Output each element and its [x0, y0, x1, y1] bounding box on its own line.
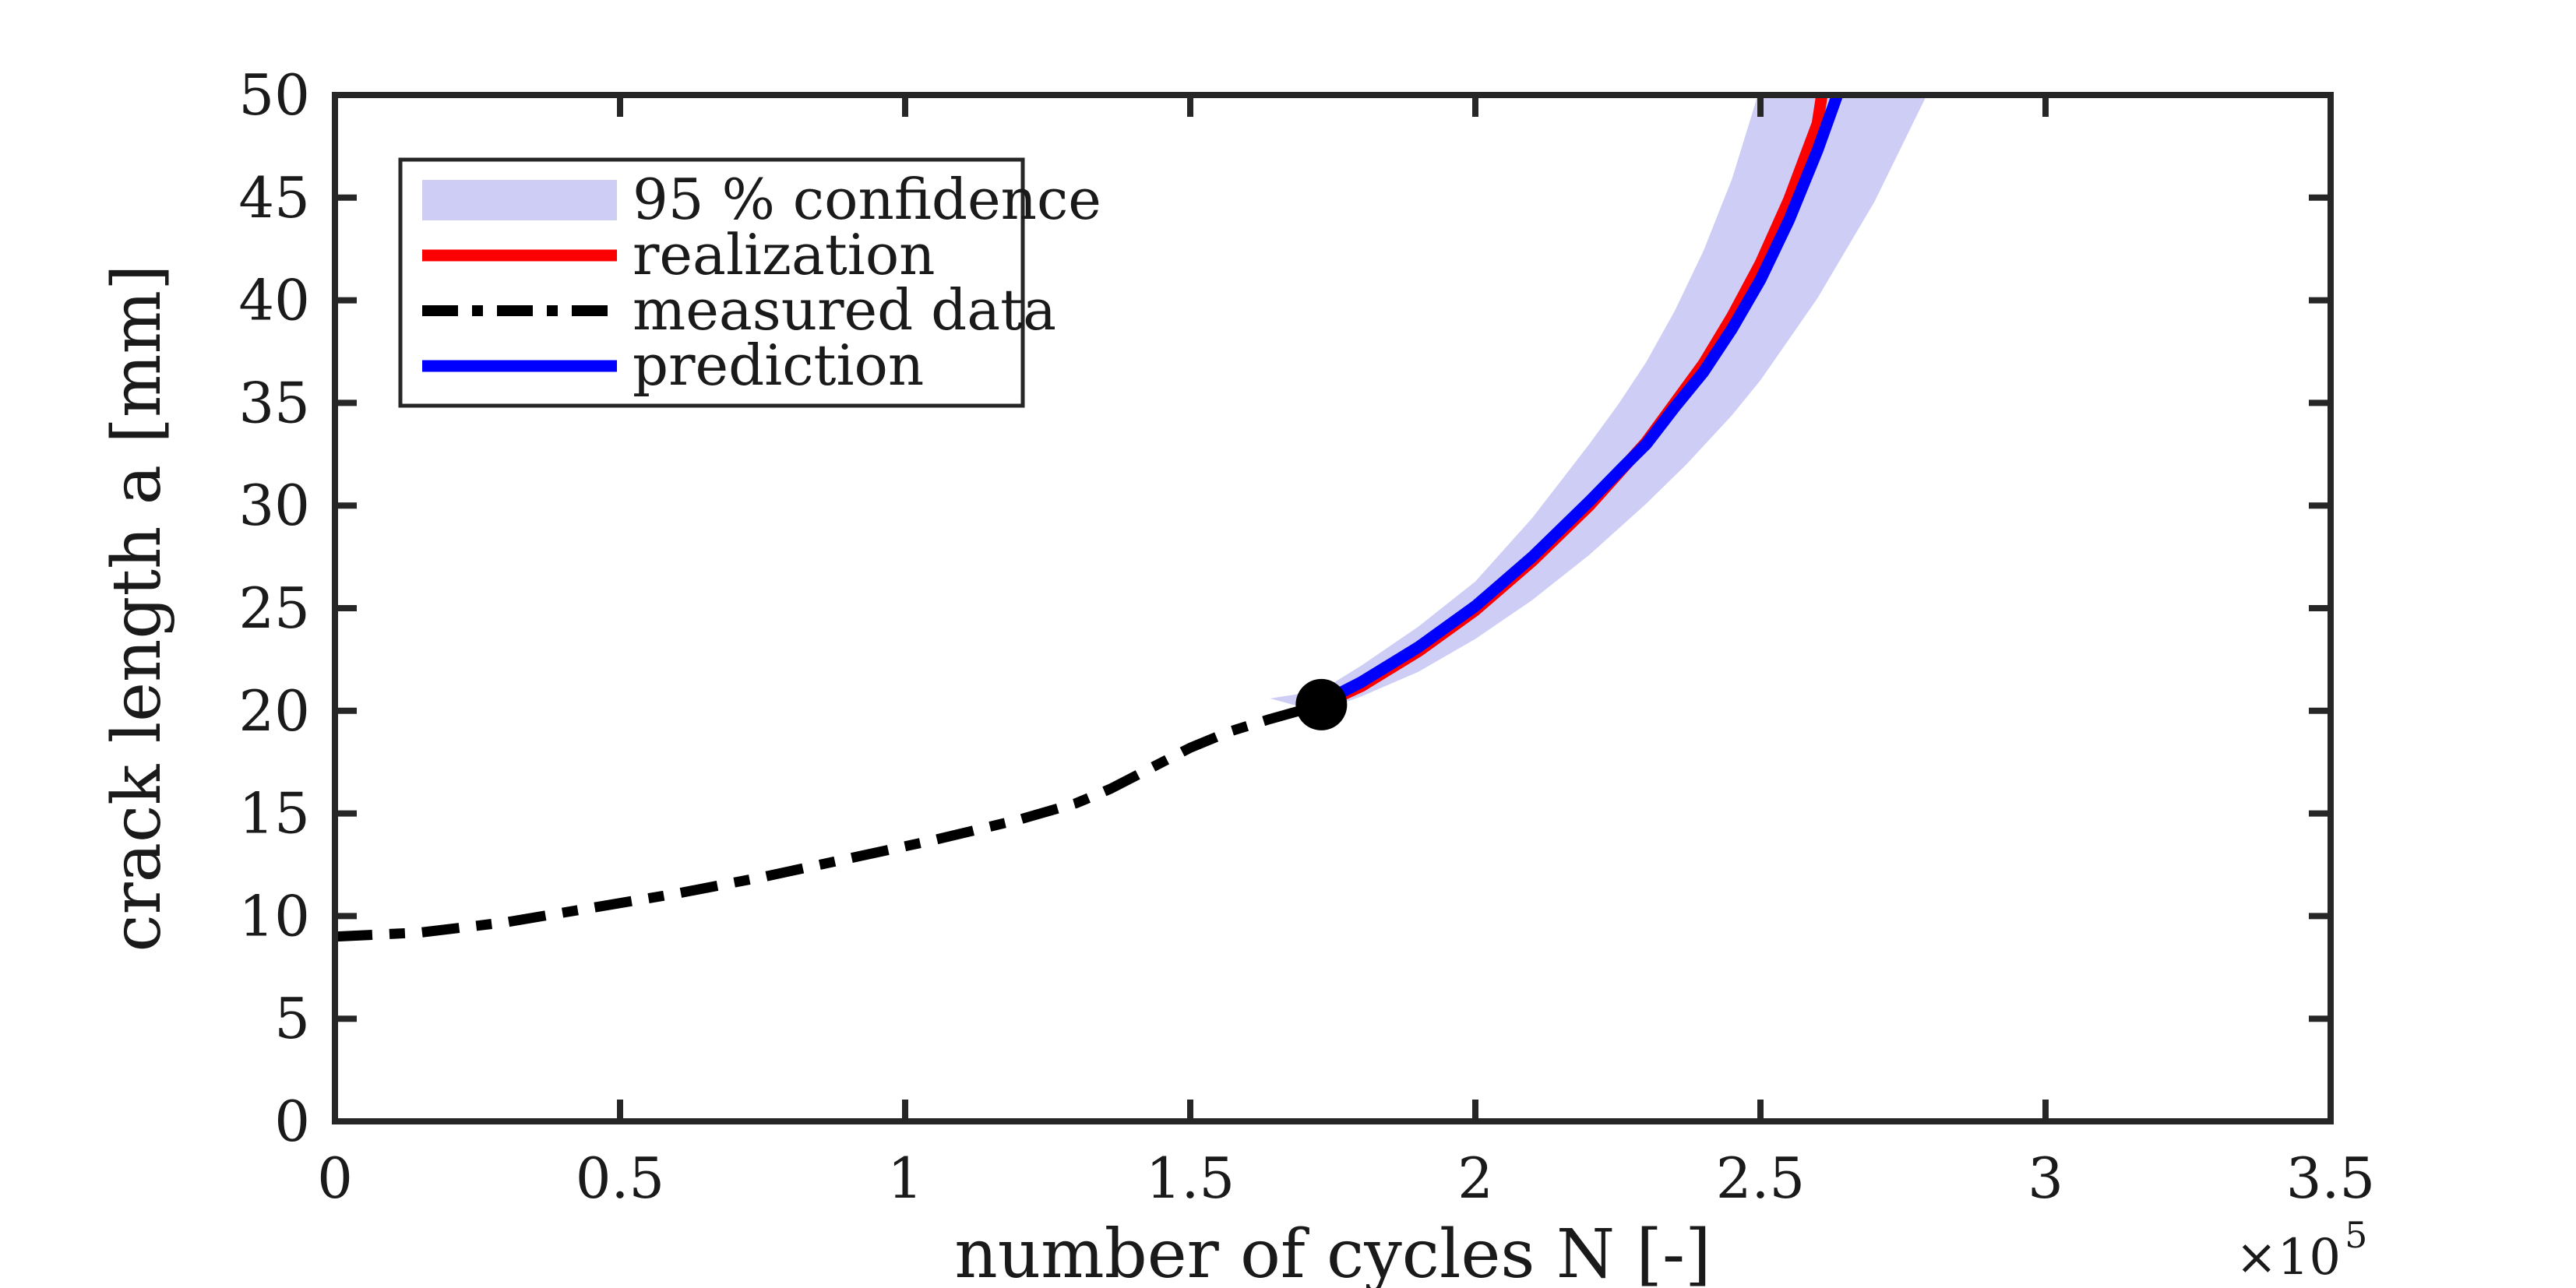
x-axis-multiplier: ×10 5: [2236, 1214, 2367, 1286]
y-tick-label: 50: [238, 62, 310, 128]
x-axis-label: number of cycles N [-]: [954, 1216, 1711, 1288]
multiplier-base: ×10: [2236, 1229, 2341, 1286]
legend-label-confidence: 95 % confidence: [633, 167, 1101, 232]
legend-label-measured: measured data: [633, 277, 1056, 343]
y-tick-label: 10: [238, 883, 310, 948]
y-tick-label: 35: [238, 370, 310, 435]
x-tick-label: 3: [2028, 1145, 2063, 1211]
series-measured-data: [335, 699, 1323, 942]
confidence-band: [1270, 95, 1928, 711]
y-tick-label: 30: [238, 473, 310, 538]
confidence-band-layer: [1270, 95, 1928, 711]
legend-label-prediction: prediction: [633, 333, 924, 398]
tick-marks: [332, 92, 2334, 1124]
legend: 95 % confidence realization measured dat…: [398, 157, 1101, 408]
x-tick-label: 2: [1457, 1145, 1493, 1211]
y-axis-label: crack length a [mm]: [98, 264, 176, 952]
x-tick-label: 0.5: [576, 1145, 665, 1211]
y-tick-label: 20: [238, 678, 310, 744]
series-layer: [335, 95, 1844, 942]
legend-swatch-confidence: [422, 180, 617, 220]
x-tick-label: 2.5: [1716, 1145, 1806, 1211]
y-tick-label: 0: [274, 1089, 310, 1154]
x-tick-label: 3.5: [2286, 1145, 2376, 1211]
marker-layer: [1295, 678, 1348, 730]
y-tick-label: 45: [238, 165, 310, 231]
y-tick-label: 5: [274, 986, 310, 1051]
x-tick-label: 0: [317, 1145, 353, 1211]
y-tick-labels: 0 5 10 15 20 25 30 35 40 45 50: [238, 62, 310, 1154]
y-tick-label: 15: [238, 781, 310, 846]
y-tick-label: 25: [238, 575, 310, 641]
legend-label-realization: realization: [633, 222, 936, 287]
x-tick-labels: 0 0.5 1 1.5 2 2.5 3 3.5: [317, 1145, 2375, 1211]
multiplier-exponent: 5: [2345, 1214, 2367, 1256]
x-tick-label: 1.5: [1146, 1145, 1235, 1211]
series-prediction: [1315, 95, 1844, 709]
last-measurement-marker: [1295, 678, 1348, 730]
x-tick-label: 1: [887, 1145, 923, 1211]
y-tick-label: 40: [238, 268, 310, 333]
